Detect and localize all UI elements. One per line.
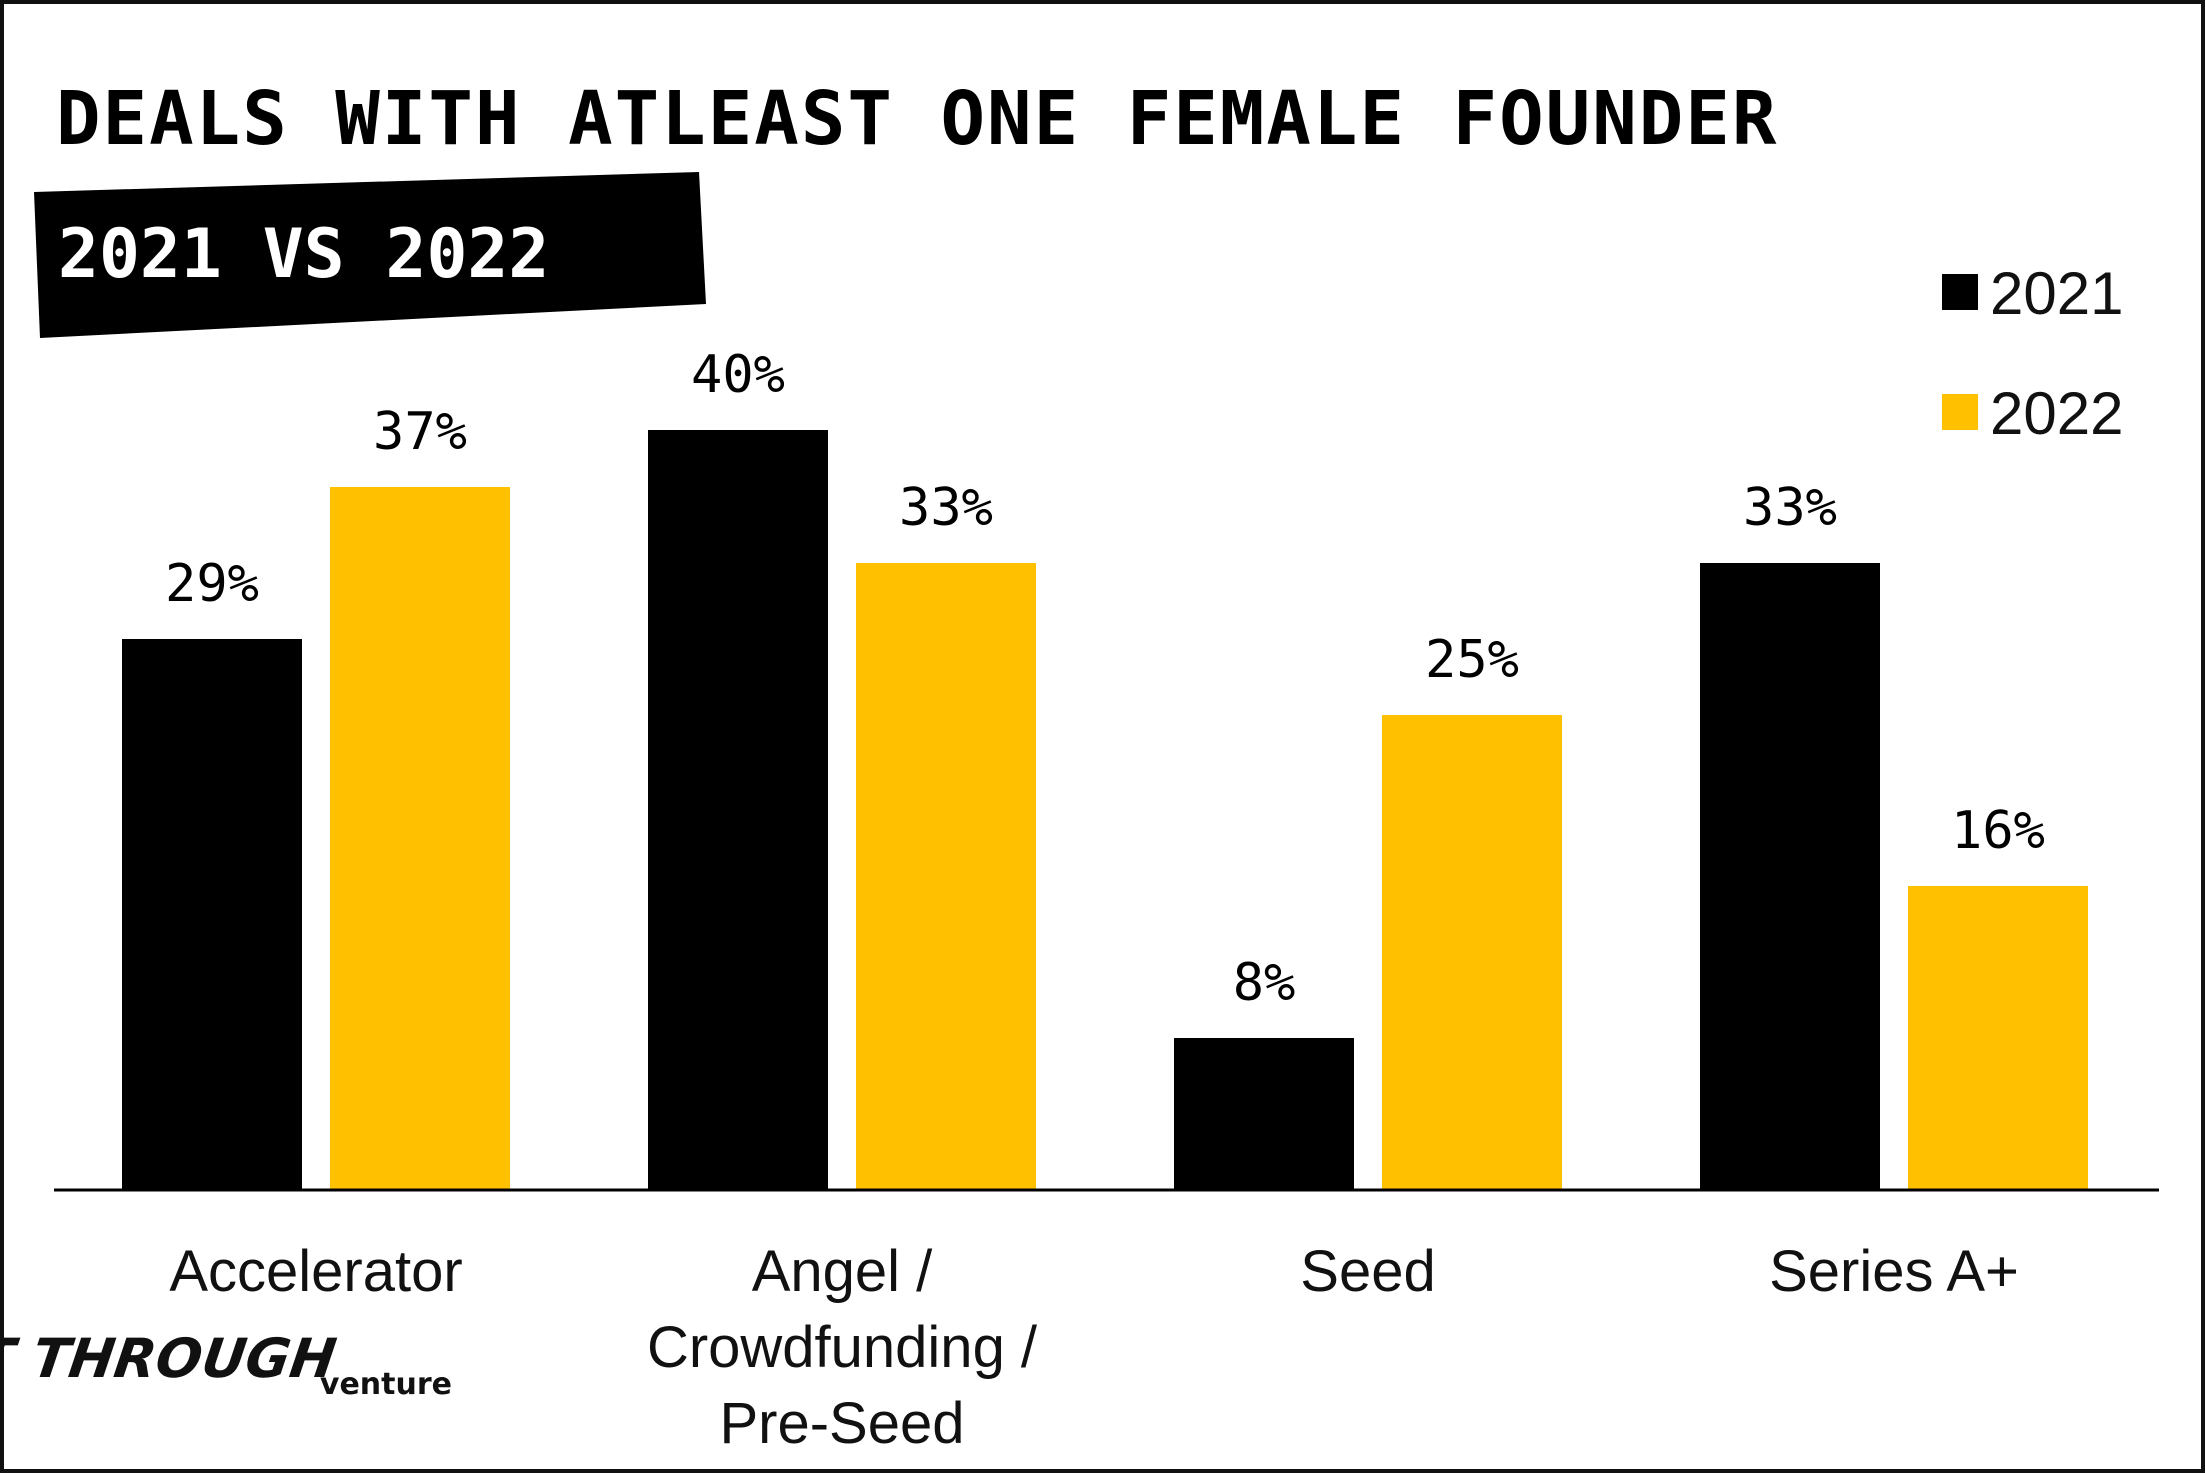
brand-logo: CUT THROUGH venture [4, 1327, 452, 1402]
legend-swatch-2022 [1942, 394, 1978, 430]
category-labels-group: Accelerator Angel / Crowdfunding / Pre-Seed… [169, 1239, 2019, 1456]
subtitle-banner-bg [34, 172, 706, 338]
value-label-2021-1: 40% [691, 345, 785, 405]
bar-2021-0 [122, 639, 302, 1190]
bar-2021-2 [1174, 1038, 1354, 1190]
category-label-1-1: Crowdfunding / [647, 1315, 1038, 1380]
value-label-2021-2: 8% [1233, 953, 1296, 1013]
subtitle-banner: 2021 VS 2022 [34, 172, 706, 338]
logo-wordmark: CUT THROUGH [4, 1327, 340, 1390]
value-label-2022-3: 16% [1951, 801, 2045, 861]
bar-2022-3 [1908, 886, 2088, 1190]
value-label-2022-2: 25% [1425, 630, 1519, 690]
value-labels-group: 29% 37% 40% 33% 8% 25% 33% 16% [165, 345, 2045, 1013]
category-label-1-0: Angel / [752, 1239, 933, 1304]
bar-2021-3 [1700, 563, 1880, 1190]
bar-2022-2 [1382, 715, 1562, 1190]
legend-label-2022: 2022 [1990, 380, 2123, 447]
chart-title: DEALS WITH ATLEAST ONE FEMALE FOUNDER [56, 76, 1778, 162]
legend-swatch-2021 [1942, 274, 1978, 310]
category-label-2-0: Seed [1300, 1239, 1435, 1304]
bar-2022-0 [330, 487, 510, 1190]
value-label-2022-1: 33% [899, 478, 993, 538]
category-label-0-0: Accelerator [169, 1239, 462, 1304]
chart-subtitle: 2021 VS 2022 [58, 215, 549, 294]
bar-2021-1 [648, 430, 828, 1190]
value-label-2021-0: 29% [165, 554, 259, 614]
value-label-2021-3: 33% [1743, 478, 1837, 538]
legend: 2021 2022 [1942, 260, 2123, 447]
bar-chart: DEALS WITH ATLEAST ONE FEMALE FOUNDER 20… [4, 76, 2159, 1456]
legend-label-2021: 2021 [1990, 260, 2123, 327]
category-label-1-2: Pre-Seed [719, 1391, 964, 1456]
category-label-3-0: Series A+ [1769, 1239, 2019, 1304]
bar-2022-1 [856, 563, 1036, 1190]
logo-subtext: venture [320, 1367, 452, 1402]
bars-group [122, 430, 2088, 1190]
value-label-2022-0: 37% [373, 402, 467, 462]
